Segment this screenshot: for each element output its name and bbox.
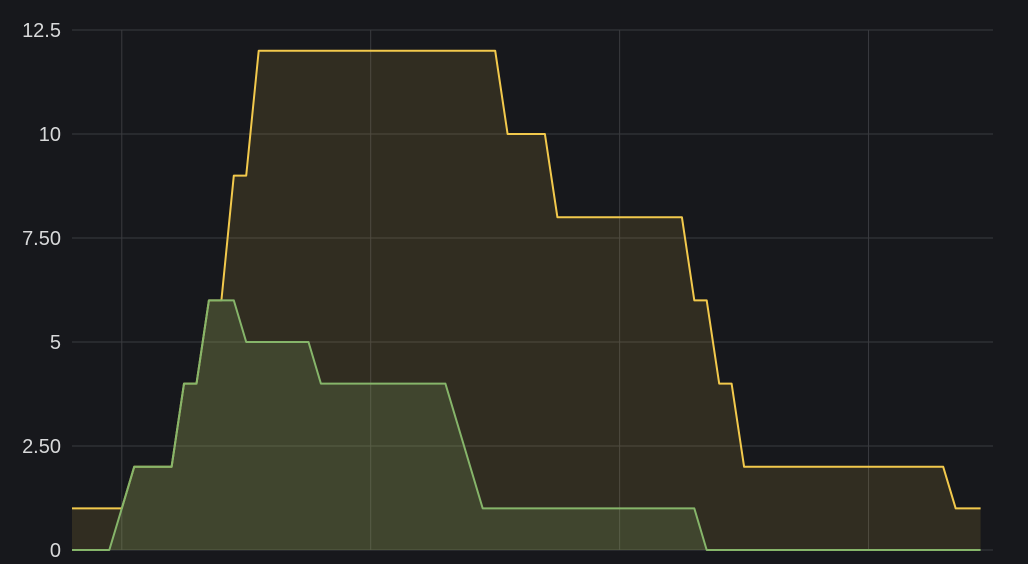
series-layer xyxy=(72,49,981,551)
series-1-area xyxy=(72,50,981,551)
series-2-line xyxy=(72,299,981,551)
y-tick-label: 0 xyxy=(50,540,61,562)
y-tick-label: 7.50 xyxy=(22,228,61,250)
y-tick-label: 12.5 xyxy=(22,20,61,42)
y-tick-label: 2.50 xyxy=(22,436,61,458)
y-axis: 0 2.50 5 7.50 10 12.5 xyxy=(22,20,61,562)
y-tick-label: 5 xyxy=(50,332,61,354)
series-2-area xyxy=(72,300,981,550)
y-tick-label: 10 xyxy=(39,124,61,146)
